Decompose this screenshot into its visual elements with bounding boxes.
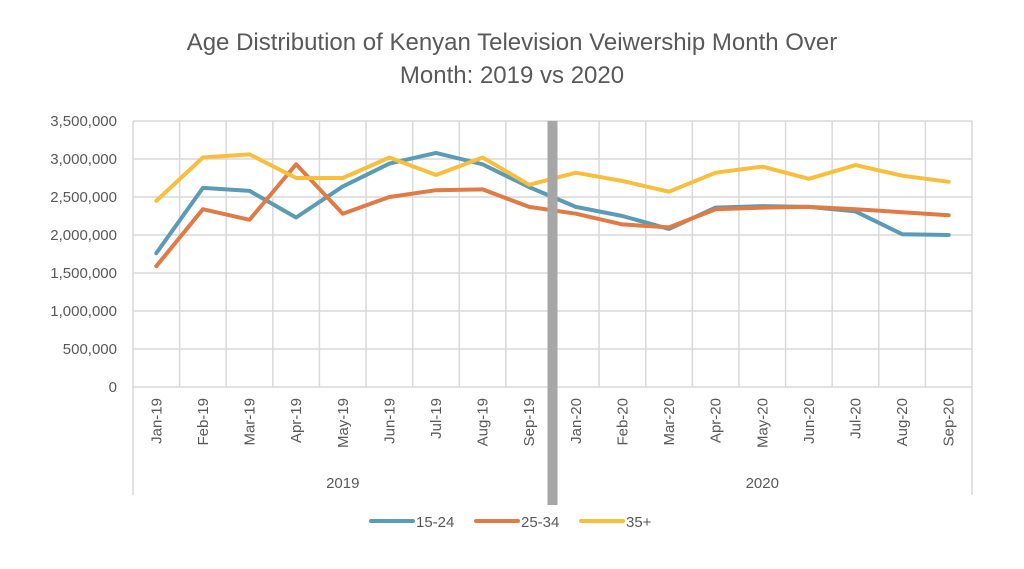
x-tick-label: Mar-20	[661, 398, 678, 446]
chart-title-line-1: Age Distribution of Kenyan Television Ve…	[186, 29, 838, 56]
group-label: 2020	[746, 475, 779, 492]
y-tick-label: 0	[109, 379, 117, 396]
chart-title: Age Distribution of Kenyan Television Ve…	[0, 26, 1024, 92]
year-divider-bar	[547, 121, 558, 505]
x-tick-label: Jun-19	[381, 398, 398, 444]
y-tick-label: 2,000,000	[50, 227, 117, 244]
group-label: 2019	[326, 475, 359, 492]
x-tick-label: Apr-19	[288, 398, 305, 443]
chart-title-line-2: Month: 2019 vs 2020	[399, 62, 625, 89]
y-tick-label: 1,500,000	[50, 265, 117, 282]
x-tick-label: Feb-19	[195, 398, 212, 446]
x-tick-label: Aug-20	[894, 398, 911, 446]
x-tick-label: Sep-19	[521, 398, 538, 446]
x-tick-label: Mar-19	[242, 398, 259, 446]
x-tick-label: May-20	[754, 398, 771, 448]
x-tick-label: Apr-20	[708, 398, 725, 443]
x-tick-label: Aug-19	[475, 398, 492, 446]
x-tick-label: Jul-19	[428, 398, 445, 439]
x-tick-label: Feb-20	[614, 398, 631, 446]
y-tick-label: 500,000	[63, 341, 117, 358]
y-tick-label: 3,500,000	[50, 113, 117, 130]
legend-label: 15-24	[416, 514, 454, 531]
y-tick-label: 3,000,000	[50, 151, 117, 168]
x-tick-label: Sep-20	[941, 398, 958, 446]
x-tick-label: Jan-19	[148, 398, 165, 444]
x-tick-label: Jun-20	[801, 398, 818, 444]
legend-label: 25-34	[521, 514, 559, 531]
x-tick-label: Jul-20	[847, 398, 864, 439]
y-tick-label: 2,500,000	[50, 189, 117, 206]
x-tick-label: Jan-20	[568, 398, 585, 444]
legend-label: 35+	[626, 514, 652, 531]
y-tick-label: 1,000,000	[50, 303, 117, 320]
x-tick-label: May-19	[335, 398, 352, 448]
